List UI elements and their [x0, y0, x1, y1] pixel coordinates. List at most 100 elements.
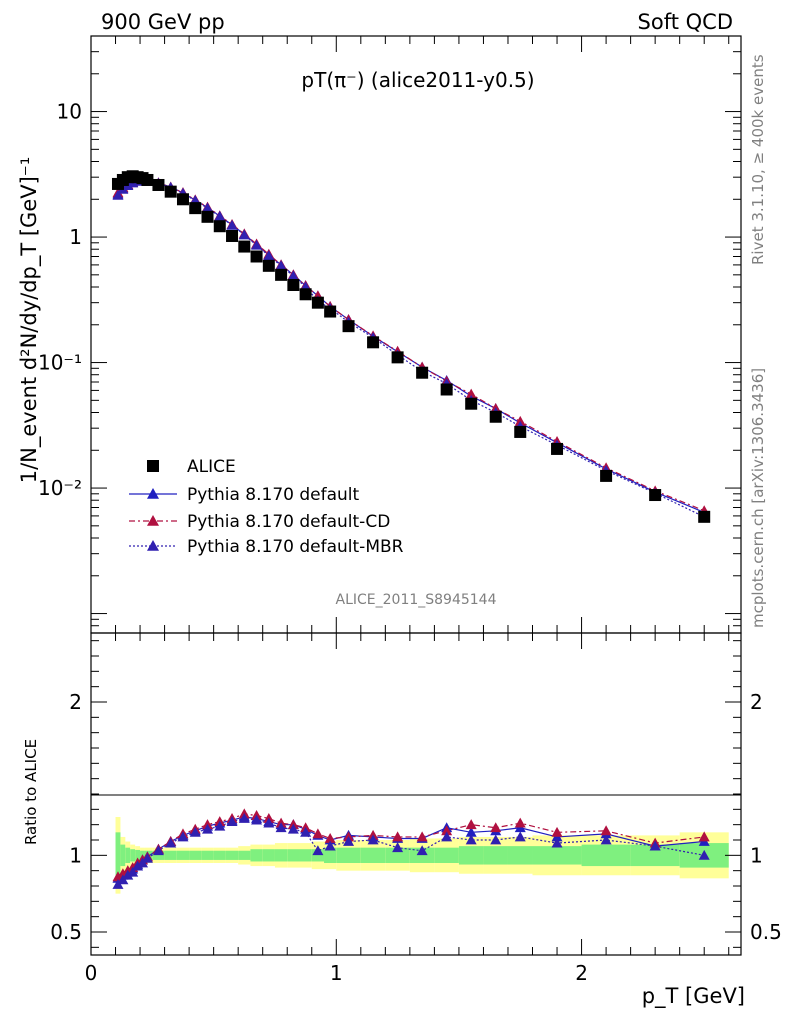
- ratio-point-3: [152, 845, 164, 856]
- band-inner-bin: [287, 849, 300, 862]
- alice-point: [226, 229, 239, 242]
- alice-point: [551, 442, 564, 455]
- ratio-axes: 0 1 2 0.5 0.5 1 1 2 2: [50, 640, 782, 985]
- legend-marker-alice: [147, 460, 159, 472]
- ratio-point-3: [465, 834, 477, 845]
- ratio-point-3: [312, 845, 324, 856]
- ratio-point-3: [165, 837, 177, 848]
- main-y-axis-label: 1/N_event d²N/dy/dp_T [GeV]⁻¹: [17, 157, 42, 484]
- ratio-point-3: [367, 834, 379, 845]
- band-inner-bin: [238, 850, 251, 860]
- legend-label: Pythia 8.170 default-CD: [187, 512, 390, 532]
- series-point-2: [465, 388, 477, 399]
- ratio-point-3: [514, 831, 526, 842]
- band-inner-bin: [164, 850, 177, 860]
- ratio-point-2: [441, 825, 453, 836]
- series-point-3: [275, 260, 287, 271]
- ratio-point-3: [263, 817, 275, 828]
- ratio-y-tick-label: 0.5: [50, 920, 82, 944]
- header-right: Soft QCD: [638, 10, 733, 34]
- alice-point: [262, 259, 275, 272]
- ratio-series-layer: [112, 808, 710, 889]
- y-tick-label: 1: [69, 225, 82, 249]
- band-inner-bin: [483, 846, 508, 865]
- ratio-point-3: [226, 816, 238, 826]
- ratio-point-3: [141, 852, 153, 863]
- alice-point: [514, 425, 527, 438]
- band-inner-bin: [176, 850, 190, 860]
- band-inner-bin: [458, 846, 484, 865]
- ratio-panel-frame: [90, 632, 742, 956]
- x-tick-label: 2: [575, 961, 588, 985]
- ratio-point-3: [132, 860, 144, 871]
- alice-point: [416, 366, 429, 379]
- alice-point: [164, 185, 177, 198]
- alice-point: [324, 305, 337, 318]
- band-inner-bin: [299, 849, 312, 862]
- alice-point: [238, 240, 251, 253]
- alice-point: [311, 296, 324, 309]
- ratio-point-3: [551, 837, 563, 848]
- ratio-point-2: [324, 832, 336, 843]
- band-inner-bin: [225, 850, 239, 860]
- band-inner-bin: [135, 849, 141, 861]
- band-inner-bin: [409, 847, 435, 863]
- ratio-point-3: [490, 834, 502, 845]
- legend-marker: [147, 540, 159, 551]
- ratio-point-2: [312, 828, 324, 839]
- band-inner-bin: [262, 849, 275, 862]
- band-inner-bin: [213, 850, 226, 860]
- ratio-point-3: [649, 840, 661, 851]
- series-point-3: [202, 202, 214, 213]
- ratio-point-3: [600, 834, 612, 845]
- band-inner-bin: [130, 849, 136, 862]
- ratio-point-3: [122, 869, 134, 880]
- ratio-point-3: [214, 820, 226, 831]
- main-series-layer: [111, 170, 711, 523]
- ratio-point-2: [600, 825, 612, 836]
- alice-point: [489, 410, 502, 423]
- x-axis-label: p_T [GeV]: [642, 984, 745, 1009]
- alice-point: [152, 178, 165, 191]
- ratio-y-tick-label-right: 0.5: [750, 920, 782, 944]
- legend-marker: [147, 515, 159, 526]
- ratio-y-tick-label-right: 2: [750, 690, 763, 714]
- alice-point: [440, 383, 453, 396]
- alice-point: [201, 210, 214, 223]
- ratio-point-2: [465, 819, 477, 830]
- ratio-point-3: [251, 814, 263, 825]
- ratio-point-3: [127, 866, 139, 877]
- legend-label: Pythia 8.170 default-MBR: [187, 537, 404, 557]
- ratio-point-3: [392, 842, 404, 853]
- band-inner-bin: [274, 849, 288, 862]
- alice-point: [342, 320, 355, 333]
- band-inner-bin: [630, 844, 680, 867]
- main-x-ticks: [90, 36, 730, 955]
- band-inner-bin: [120, 844, 126, 867]
- alice-point: [189, 202, 202, 215]
- ratio-point-3: [177, 831, 189, 842]
- band-inner-bin: [115, 832, 121, 879]
- band-inner-bin: [152, 850, 165, 860]
- alice-point: [213, 220, 226, 233]
- alice-point: [250, 250, 263, 263]
- ratio-point-2: [392, 831, 404, 842]
- series-point-3: [263, 250, 275, 261]
- analysis-label: ALICE_2011_S8945144: [336, 592, 497, 608]
- ratio-y-tick-label: 2: [69, 690, 82, 714]
- band-inner-bin: [250, 849, 263, 862]
- ratio-point-3: [416, 845, 428, 856]
- header-left: 900 GeV pp: [101, 10, 225, 34]
- alice-point: [287, 278, 300, 291]
- alice-point: [465, 397, 478, 410]
- band-inner-bin: [507, 846, 533, 865]
- band-inner-bin: [385, 847, 410, 863]
- series-point-2: [514, 415, 526, 426]
- band-inner-bin: [581, 844, 631, 867]
- band-inner-bin: [434, 847, 459, 863]
- alice-point: [299, 288, 312, 301]
- ratio-point-1: [465, 826, 477, 837]
- ratio-point-3: [202, 823, 214, 834]
- ratio-y-tick-label: 1: [69, 843, 82, 867]
